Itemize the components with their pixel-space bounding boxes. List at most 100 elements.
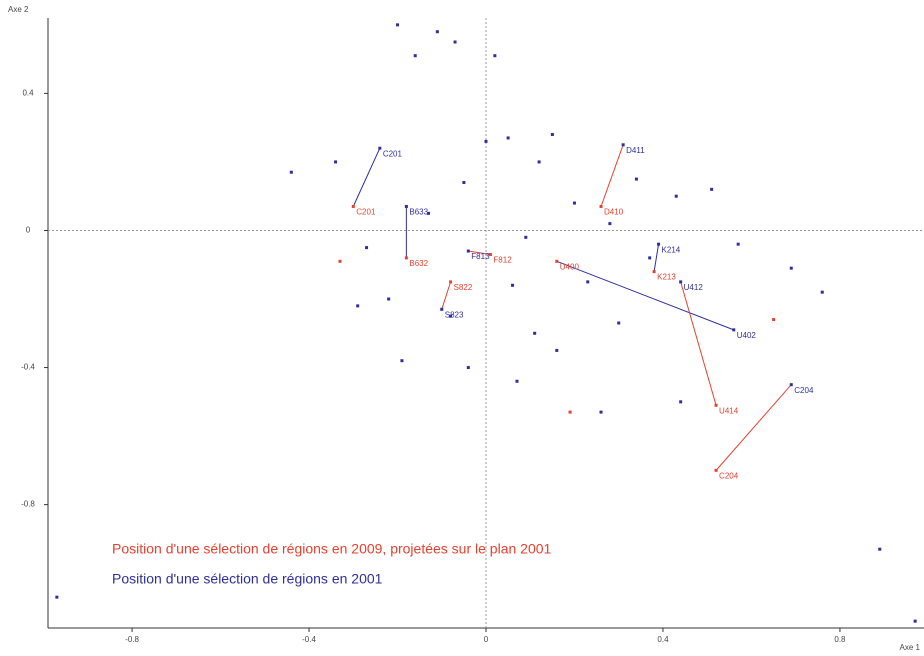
point-label: U414 (719, 406, 739, 415)
connector (441, 281, 452, 310)
point (378, 146, 382, 150)
point (440, 307, 444, 311)
x-tick-label: 0 (484, 635, 489, 644)
point (634, 177, 638, 181)
connector (468, 250, 491, 255)
point (466, 366, 470, 370)
x-axis-label: Axe 1 (900, 643, 921, 652)
point-label: C204 (719, 471, 739, 480)
connector (352, 148, 381, 207)
point (617, 321, 621, 325)
point (772, 318, 776, 322)
point (387, 297, 391, 301)
point (652, 270, 656, 274)
point (679, 400, 683, 404)
point (462, 180, 466, 184)
point-label: K214 (662, 245, 681, 254)
point (533, 331, 537, 335)
point (608, 222, 612, 226)
point (789, 266, 793, 270)
point (400, 359, 404, 363)
point (515, 379, 519, 383)
point (736, 242, 740, 246)
point-label: C201 (356, 208, 376, 217)
point-label: U412 (684, 283, 704, 292)
point (586, 280, 590, 284)
point-label: D411 (626, 146, 645, 155)
point (493, 54, 497, 58)
connector (715, 384, 792, 471)
point (710, 187, 714, 191)
point (572, 201, 576, 205)
y-axis-label: Axe 2 (8, 5, 29, 14)
point-label: D410 (604, 208, 624, 217)
point (466, 249, 470, 253)
y-tick-label: -0.4 (21, 363, 35, 372)
connector (653, 244, 660, 272)
point (365, 246, 369, 250)
point (55, 595, 59, 599)
x-tick-label: -0.8 (125, 635, 139, 644)
point (599, 204, 603, 208)
point (404, 256, 408, 260)
point (351, 204, 355, 208)
y-tick-label: -0.8 (21, 500, 35, 509)
x-tick-label: -0.4 (302, 635, 316, 644)
point-label: C201 (383, 149, 403, 158)
point-label: F812 (493, 256, 512, 265)
point-label: S822 (454, 283, 473, 292)
point (555, 348, 559, 352)
point (679, 280, 683, 284)
point (449, 314, 453, 318)
point (714, 403, 718, 407)
point (714, 468, 718, 472)
point (550, 133, 554, 137)
point-label: C204 (794, 386, 814, 395)
point (555, 259, 559, 263)
connector (556, 260, 734, 331)
point-label: U402 (737, 331, 757, 340)
point (657, 242, 661, 246)
point (621, 143, 625, 147)
point (334, 160, 338, 164)
point (488, 252, 492, 256)
point-label: F813 (471, 252, 490, 261)
x-tick-label: 0.8 (834, 635, 846, 644)
point-label: S823 (445, 310, 464, 319)
point-label: B632 (409, 259, 428, 268)
point (435, 30, 439, 34)
point-label: U400 (560, 262, 580, 271)
point (413, 54, 417, 58)
legend-entry: Position d'une sélection de régions en 2… (112, 541, 552, 557)
point-label: K213 (657, 273, 676, 282)
point (338, 259, 342, 263)
point (537, 160, 541, 164)
point (449, 280, 453, 284)
point (599, 410, 603, 414)
point (648, 256, 652, 260)
point (453, 40, 457, 44)
connector (680, 281, 717, 406)
point (396, 23, 400, 27)
y-tick-label: 0.4 (22, 89, 34, 98)
connector (600, 144, 624, 207)
point (484, 139, 488, 143)
point (506, 136, 510, 140)
point (404, 204, 408, 208)
point (878, 547, 882, 551)
point (568, 410, 572, 414)
point-label: B633 (409, 208, 428, 217)
x-tick-label: 0.4 (657, 635, 669, 644)
y-tick-label: 0 (26, 226, 31, 235)
point (820, 290, 824, 294)
point (674, 194, 678, 198)
point (789, 383, 793, 387)
point (426, 211, 430, 215)
point (511, 283, 515, 287)
point (732, 328, 736, 332)
point (356, 304, 360, 308)
point (289, 170, 293, 174)
legend-entry: Position d'une sélection de régions en 2… (112, 571, 383, 587)
point (524, 235, 528, 239)
